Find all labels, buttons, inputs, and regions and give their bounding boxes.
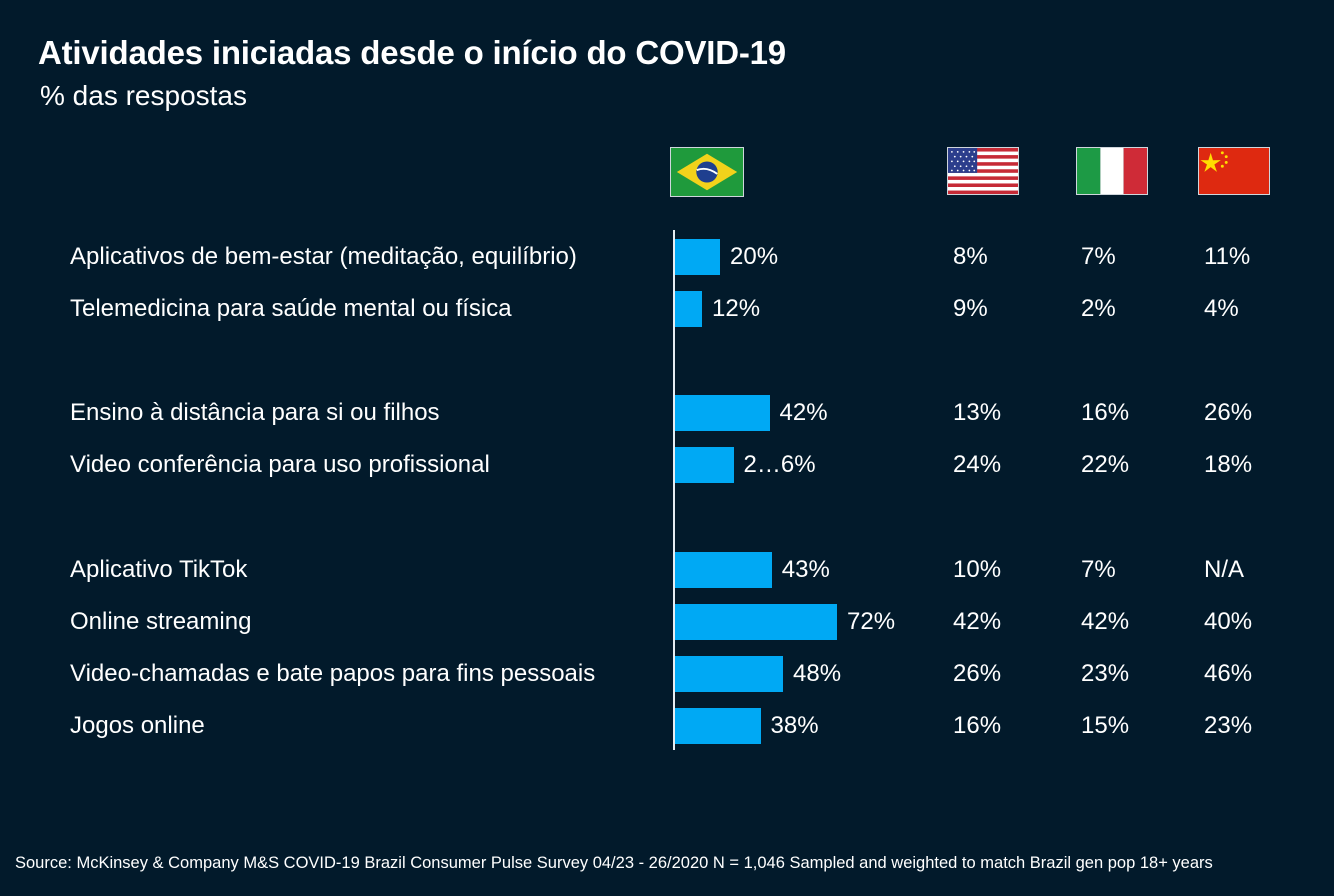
bar-value-label: 2…6% xyxy=(743,451,816,478)
usa-flag-icon xyxy=(947,147,1019,195)
bar xyxy=(675,708,761,744)
china-value-cell: 11% xyxy=(1204,243,1251,270)
italy-value-cell: 22% xyxy=(1081,451,1130,478)
category-label: Aplicativo TikTok xyxy=(70,556,248,583)
brazil-flag-icon xyxy=(670,147,744,197)
usa-value-cell: 26% xyxy=(953,660,1002,687)
bar-value-label: 72% xyxy=(847,608,896,635)
italy-value-cell: 7% xyxy=(1081,556,1116,583)
italy-value-cell: 15% xyxy=(1081,712,1130,739)
usa-value-cell: 8% xyxy=(953,243,988,270)
bar xyxy=(675,447,734,483)
italy-value-cell: 7% xyxy=(1081,243,1116,270)
page-title: Atividades iniciadas desde o início do C… xyxy=(38,34,786,71)
bar xyxy=(675,656,783,692)
source-note: Source: McKinsey & Company M&S COVID-19 … xyxy=(15,854,1213,872)
bar xyxy=(675,291,702,327)
bar xyxy=(675,552,772,588)
category-label: Ensino à distância para si ou filhos xyxy=(70,399,440,426)
category-label: Video-chamadas e bate papos para fins pe… xyxy=(70,660,596,687)
usa-value-cell: 9% xyxy=(953,295,988,322)
bar-value-label: 20% xyxy=(730,243,779,270)
usa-value-cell: 10% xyxy=(953,556,1002,583)
bar-value-label: 48% xyxy=(793,660,842,687)
bar xyxy=(675,395,770,431)
usa-value-cell: 42% xyxy=(953,608,1002,635)
category-label: Online streaming xyxy=(70,608,252,635)
china-flag-icon xyxy=(1198,147,1270,195)
bar-value-label: 43% xyxy=(781,556,830,583)
usa-value-cell: 24% xyxy=(953,451,1002,478)
page-subtitle: % das respostas xyxy=(40,80,247,111)
china-value-cell: 26% xyxy=(1204,399,1253,426)
category-label: Aplicativos de bem-estar (meditação, equ… xyxy=(70,243,577,270)
usa-value-cell: 16% xyxy=(953,712,1002,739)
china-value-cell: 23% xyxy=(1204,712,1253,739)
china-value-cell: N/A xyxy=(1204,556,1245,583)
china-value-cell: 46% xyxy=(1204,660,1253,687)
italy-value-cell: 42% xyxy=(1081,608,1130,635)
bar xyxy=(675,604,837,640)
china-value-cell: 18% xyxy=(1204,451,1253,478)
bar-value-label: 38% xyxy=(770,712,819,739)
italy-value-cell: 23% xyxy=(1081,660,1130,687)
chart-axis-line xyxy=(673,230,675,750)
italy-flag-icon xyxy=(1076,147,1148,195)
category-label: Video conferência para uso profissional xyxy=(70,451,490,478)
usa-value-cell: 13% xyxy=(953,399,1002,426)
china-value-cell: 4% xyxy=(1204,295,1239,322)
bar-value-label: 12% xyxy=(712,295,761,322)
china-value-cell: 40% xyxy=(1204,608,1253,635)
category-label: Jogos online xyxy=(70,712,205,739)
bar xyxy=(675,239,720,275)
italy-value-cell: 2% xyxy=(1081,295,1116,322)
category-label: Telemedicina para saúde mental ou física xyxy=(70,295,512,322)
bar-value-label: 42% xyxy=(779,399,828,426)
italy-value-cell: 16% xyxy=(1081,399,1130,426)
